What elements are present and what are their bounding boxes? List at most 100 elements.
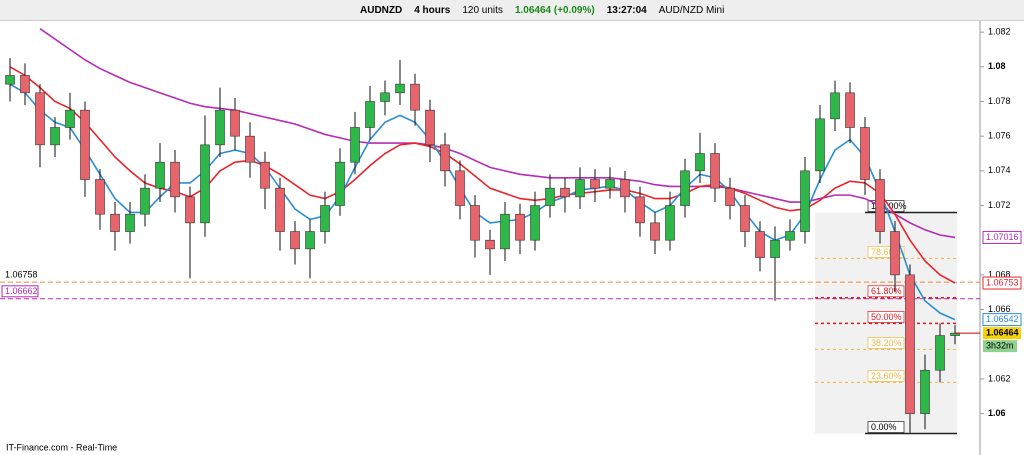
candle-body <box>725 187 735 206</box>
countdown-tag <box>983 340 1017 353</box>
y-tick-label: 1.068 <box>988 269 1011 279</box>
fib-label: 23.60% <box>871 371 902 381</box>
candle-body <box>515 213 525 241</box>
y-tick-label: 1.066 <box>988 304 1011 314</box>
fib-label: 50.00% <box>871 312 902 322</box>
candle-body <box>395 83 405 94</box>
candle-body <box>5 75 15 85</box>
candle-body <box>95 179 105 215</box>
units[interactable]: 120 units <box>462 4 503 16</box>
candle-body <box>545 187 555 206</box>
symbol[interactable]: AUDNZD <box>360 4 403 16</box>
moving-average <box>9 83 956 321</box>
candle-body <box>470 205 480 241</box>
candle-body <box>365 101 375 128</box>
fib-label-box <box>867 370 905 382</box>
candle-body <box>440 144 450 172</box>
candle-body <box>830 92 840 120</box>
candle-body <box>290 231 300 250</box>
y-tick-label: 1.074 <box>988 165 1011 175</box>
fib-label-box <box>867 285 905 298</box>
candle-body <box>485 239 495 250</box>
candle-body <box>950 332 960 336</box>
fib-label-box <box>867 337 905 349</box>
candle-body <box>905 274 915 414</box>
candle-body <box>125 213 135 232</box>
candle-body <box>740 205 750 232</box>
fib-label: 100.00% <box>871 201 907 211</box>
candle-body <box>800 170 810 232</box>
y-tick-label: 1.076 <box>988 131 1011 141</box>
candle-body <box>920 369 930 414</box>
candle-body <box>500 213 510 250</box>
candle-body <box>815 118 825 172</box>
candle-body <box>200 144 210 224</box>
clock: 13:27:04 <box>606 4 647 16</box>
fib-zone <box>815 212 957 434</box>
y-tick-label: 1.078 <box>988 96 1011 106</box>
instrument: AUD/NZD Mini <box>658 4 725 16</box>
candle-body <box>860 127 870 180</box>
price-tag <box>982 276 1022 290</box>
price-tag-label: 1.07016 <box>986 232 1019 242</box>
price-tag <box>982 313 1022 327</box>
fib-label-box <box>867 246 905 258</box>
candle-body <box>245 135 255 163</box>
candle-body <box>890 231 900 276</box>
fib-label: 0.00% <box>871 422 897 432</box>
candle-body <box>620 179 630 198</box>
candle-body <box>560 187 570 198</box>
candle-body <box>410 83 420 111</box>
y-tick-label: 1.082 <box>988 27 1011 37</box>
current-price-tag <box>983 327 1021 340</box>
candle-body <box>320 205 330 232</box>
candle-body <box>185 196 195 224</box>
candle-body <box>215 109 225 146</box>
candle-body <box>65 109 75 128</box>
y-tick-label: 1.06 <box>988 408 1006 418</box>
moving-average <box>39 28 956 239</box>
candle-body <box>155 161 165 189</box>
candle-body <box>590 179 600 189</box>
fib-label-box <box>867 421 905 433</box>
fib-label-box <box>867 200 905 212</box>
candle-body <box>80 109 90 180</box>
candle-body <box>260 161 270 189</box>
price-tag-label: 1.06753 <box>986 277 1019 287</box>
candle-body <box>350 127 360 163</box>
candle-body <box>605 179 615 189</box>
y-tick-label: 1.062 <box>988 373 1011 383</box>
candle-body <box>770 239 780 258</box>
candle-body <box>650 222 660 241</box>
candle-body <box>635 196 645 224</box>
price-tag-label: 1.06542 <box>986 314 1019 324</box>
price-tag <box>982 230 1022 244</box>
level-box <box>1 285 39 298</box>
level-label: 1.06662 <box>5 286 38 296</box>
candle-body <box>50 127 60 146</box>
candle-body <box>935 335 945 371</box>
fib-label: 61.80% <box>871 286 902 296</box>
candle-body <box>140 187 150 215</box>
y-tick-label: 1.08 <box>988 61 1006 71</box>
moving-average <box>9 66 956 284</box>
timeframe[interactable]: 4 hours <box>414 4 451 16</box>
candle-body <box>875 179 885 232</box>
candle-body <box>425 109 435 146</box>
fib-label: 38.20% <box>871 338 902 348</box>
candle-body <box>305 231 315 250</box>
fib-label: 78.60% <box>871 247 902 257</box>
candle-body <box>35 92 45 146</box>
candle-body <box>845 92 855 128</box>
candle-body <box>785 231 795 241</box>
candle-body <box>665 205 675 241</box>
candle-body <box>230 109 240 137</box>
candle-body <box>575 179 585 198</box>
y-tick-label: 1.072 <box>988 200 1011 210</box>
footer: IT-Finance.com - Real-Time <box>6 442 117 452</box>
candle-body <box>755 231 765 258</box>
candle-body <box>335 161 345 206</box>
candle-body <box>380 92 390 102</box>
